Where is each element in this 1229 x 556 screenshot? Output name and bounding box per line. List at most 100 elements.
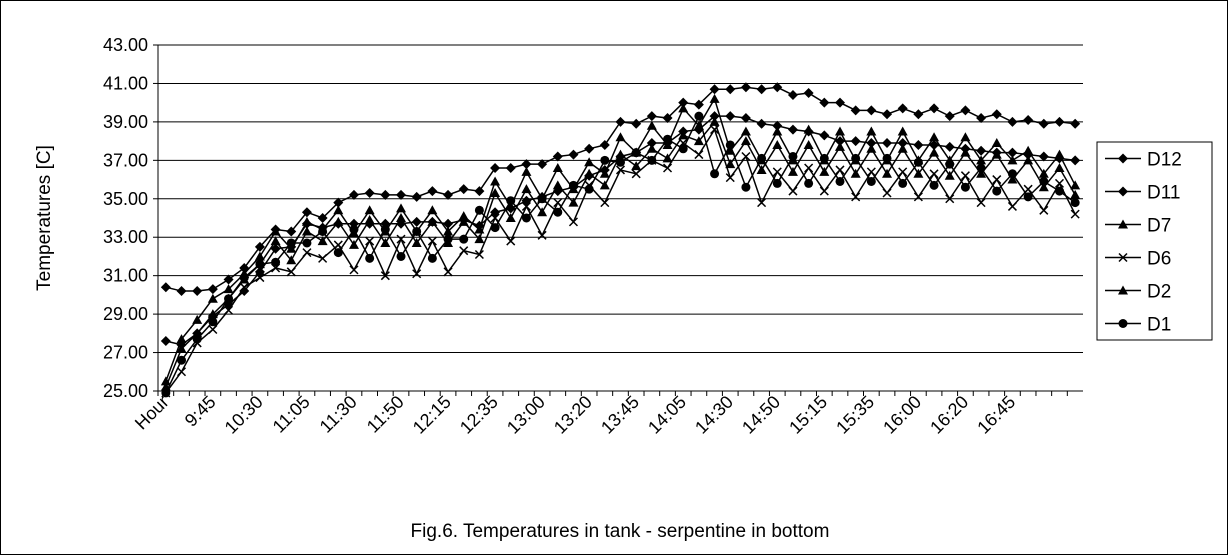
marker [490, 188, 501, 198]
marker [192, 334, 202, 344]
marker [207, 284, 218, 295]
marker [411, 237, 422, 247]
marker [725, 111, 736, 122]
marker [286, 243, 297, 253]
marker [772, 120, 783, 131]
marker [1023, 145, 1034, 155]
marker [364, 205, 375, 215]
marker [663, 163, 673, 173]
marker [208, 324, 218, 335]
marker [976, 163, 986, 173]
marker [458, 211, 469, 221]
marker [505, 201, 516, 211]
marker [192, 314, 203, 324]
marker [1038, 168, 1049, 178]
legend-box [1096, 141, 1213, 341]
y-tick-label: 27.00 [103, 343, 148, 363]
marker [1039, 176, 1049, 186]
marker [364, 214, 375, 224]
marker [459, 234, 469, 244]
marker [552, 180, 563, 190]
marker [349, 225, 359, 235]
marker [976, 198, 986, 208]
marker [866, 105, 877, 116]
marker [772, 82, 783, 93]
marker [960, 147, 971, 157]
marker [1023, 155, 1034, 165]
marker [443, 226, 454, 236]
marker [396, 213, 407, 222]
marker [223, 284, 234, 294]
marker [819, 130, 830, 141]
marker [380, 225, 390, 235]
marker [756, 84, 767, 95]
marker [1007, 174, 1018, 184]
marker [443, 267, 453, 277]
marker [819, 166, 830, 176]
marker [976, 145, 987, 156]
marker [1023, 192, 1033, 202]
y-tick-label: 41.00 [103, 73, 148, 93]
marker [882, 109, 893, 120]
marker [772, 126, 783, 136]
marker [898, 178, 908, 188]
marker [160, 376, 171, 386]
marker [1007, 155, 1018, 165]
marker [458, 184, 469, 195]
marker [1070, 180, 1081, 190]
marker [1007, 201, 1017, 211]
marker [1118, 186, 1128, 197]
marker [897, 143, 908, 153]
marker [380, 271, 390, 281]
marker [599, 180, 610, 190]
y-tick-label: 35.00 [103, 189, 148, 209]
marker [929, 169, 939, 179]
marker [160, 282, 171, 293]
marker [709, 116, 720, 126]
marker [1118, 319, 1128, 328]
marker [756, 118, 767, 129]
marker [834, 97, 845, 108]
marker [787, 166, 798, 176]
legend-label: D11 [1147, 183, 1180, 204]
marker [740, 136, 751, 146]
marker [960, 182, 970, 192]
marker [882, 153, 892, 163]
marker [427, 186, 438, 197]
marker [678, 144, 688, 154]
marker [207, 293, 218, 303]
marker [897, 126, 908, 136]
marker [192, 286, 203, 297]
marker [333, 197, 344, 208]
marker [553, 198, 563, 208]
marker [725, 140, 735, 150]
marker [991, 109, 1002, 120]
marker [380, 237, 391, 247]
marker [662, 153, 673, 163]
marker [960, 171, 970, 181]
marker [271, 257, 281, 267]
marker [254, 251, 265, 261]
marker [834, 126, 845, 136]
marker [224, 294, 234, 304]
marker [1118, 219, 1128, 229]
marker [1038, 118, 1049, 129]
marker [474, 249, 484, 260]
marker [364, 188, 375, 199]
marker [537, 159, 548, 170]
marker [631, 118, 642, 129]
marker [224, 305, 234, 315]
marker [333, 248, 343, 258]
marker [380, 189, 391, 200]
marker [991, 149, 1002, 159]
marker [411, 216, 422, 227]
marker [929, 139, 940, 150]
marker [505, 163, 516, 174]
marker [161, 388, 171, 398]
marker [286, 267, 296, 277]
marker [898, 167, 908, 177]
marker [255, 273, 265, 283]
marker [584, 157, 595, 167]
marker [1070, 198, 1080, 208]
